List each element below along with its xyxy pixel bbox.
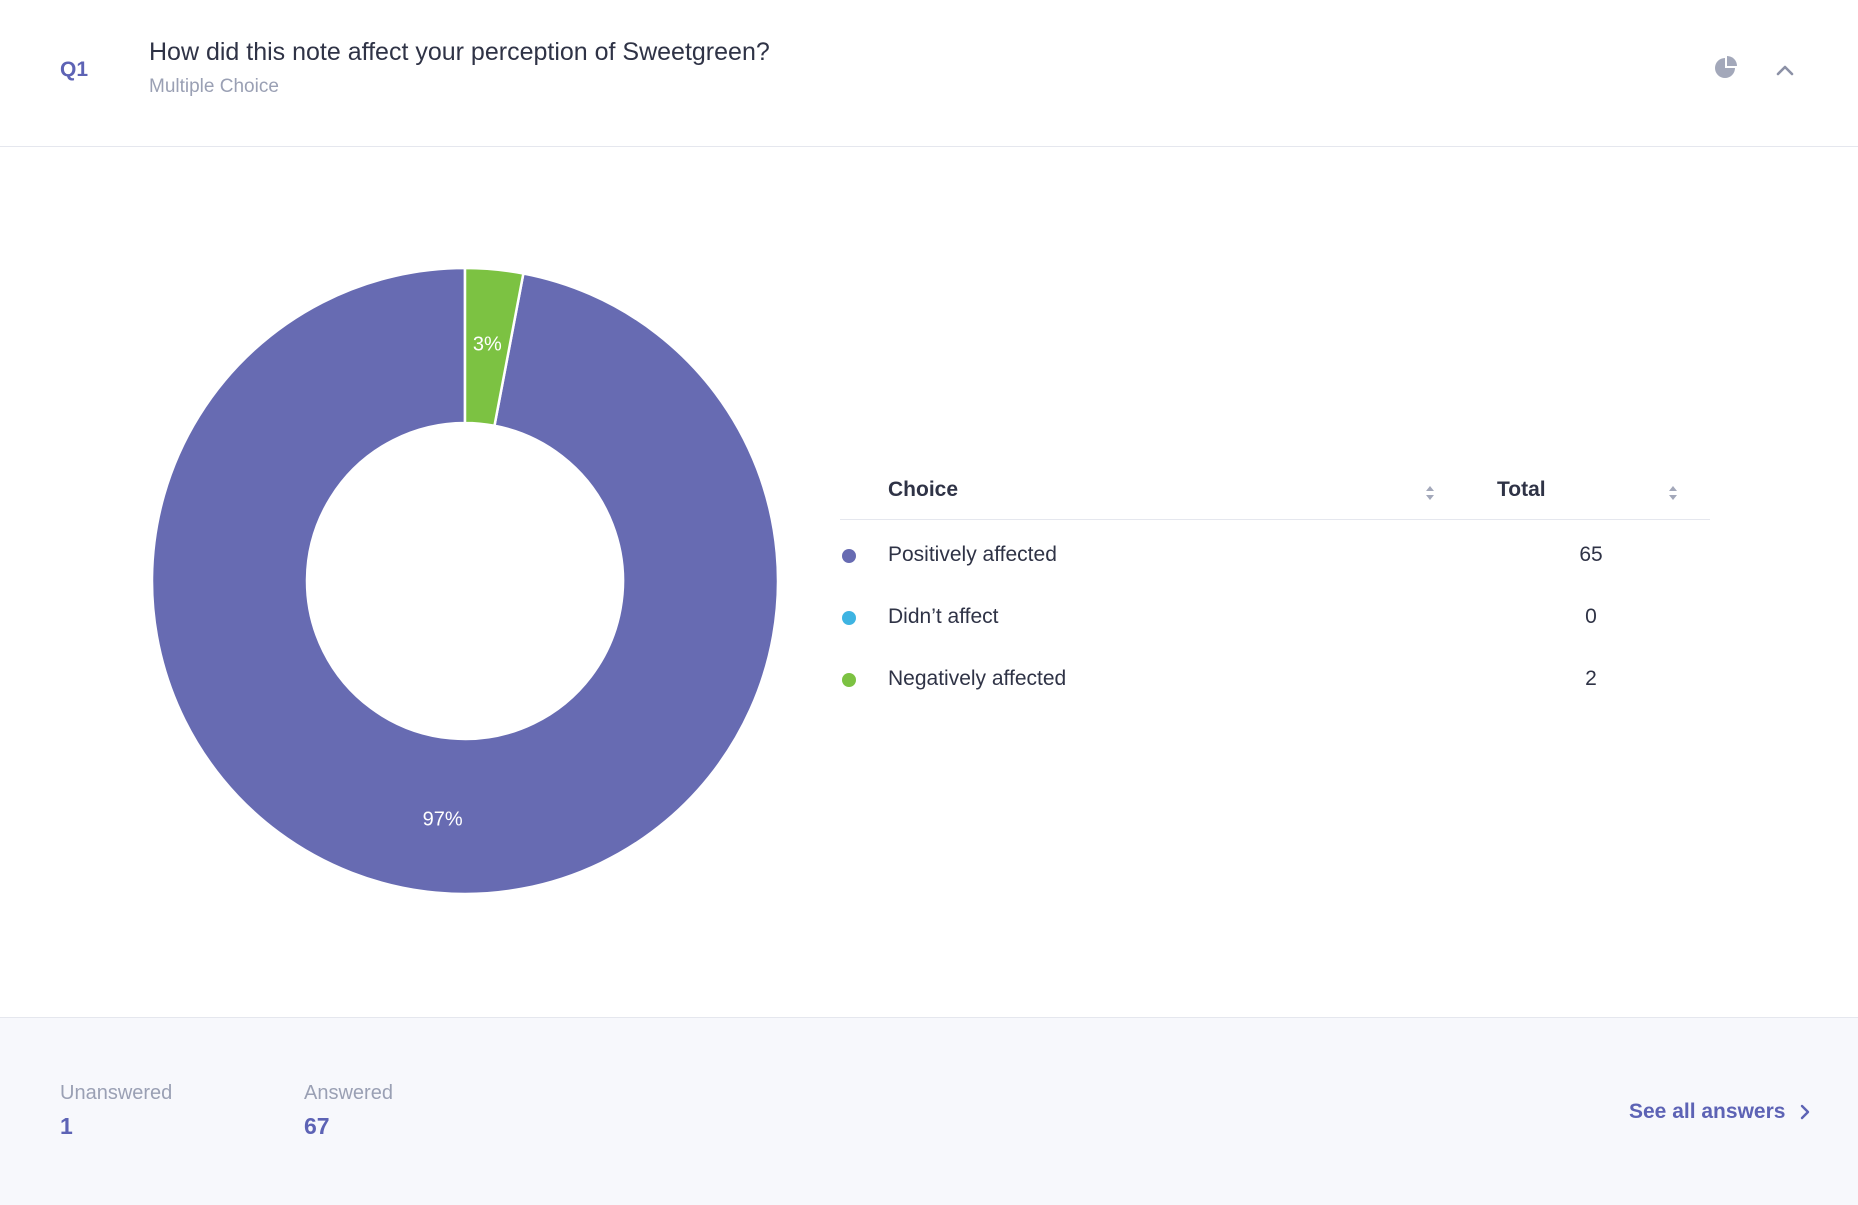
question-header: Q1 How did this note affect your percept… [0,0,1858,147]
donut-chart: 97% 3% [150,266,780,896]
unanswered-stat: Unanswered 1 [60,1082,172,1140]
choice-total: 0 [1585,605,1597,628]
table-row: Positively affected 65 [840,534,1710,596]
donut-slice[interactable] [463,266,525,428]
choice-label: Didn’t affect [888,605,999,628]
question-type: Multiple Choice [149,76,279,97]
choice-total: 2 [1585,667,1597,690]
chevron-right-icon[interactable] [1797,1104,1813,1120]
column-header-total[interactable]: Total [1497,478,1546,501]
pie-chart-icon[interactable] [1713,55,1739,81]
question-number: Q1 [60,58,89,81]
answered-stat: Answered 67 [304,1082,393,1140]
sort-icon[interactable] [1423,482,1437,504]
sort-icon[interactable] [1666,482,1680,504]
legend-dot-icon [842,549,856,563]
answered-label: Answered [304,1082,393,1104]
chevron-up-icon[interactable] [1772,57,1798,83]
slice-data-label: 97% [423,808,463,830]
unanswered-label: Unanswered [60,1082,173,1104]
legend-dot-icon [842,611,856,625]
choice-total: 65 [1579,543,1603,566]
answered-value: 67 [304,1113,330,1139]
table-row: Negatively affected 2 [840,658,1710,720]
unanswered-value: 1 [60,1113,73,1139]
column-header-choice[interactable]: Choice [888,478,959,501]
donut-slice[interactable] [150,266,780,896]
choices-table: Choice Total Positively affected 65 Didn… [840,462,1710,720]
choice-label: Negatively affected [888,667,1067,690]
table-header: Choice Total [840,462,1710,520]
see-all-answers-link[interactable]: See all answers [1629,1100,1813,1124]
slice-data-label: 3% [473,334,502,356]
legend-dot-icon [842,673,856,687]
question-title: How did this note affect your perception… [149,38,770,66]
see-all-answers-label[interactable]: See all answers [1629,1100,1786,1123]
table-body: Positively affected 65 Didn’t affect 0 N… [840,520,1710,720]
question-footer: Unanswered 1 Answered 67 See all answers [0,1017,1858,1205]
table-row: Didn’t affect 0 [840,596,1710,658]
choice-label: Positively affected [888,543,1057,566]
